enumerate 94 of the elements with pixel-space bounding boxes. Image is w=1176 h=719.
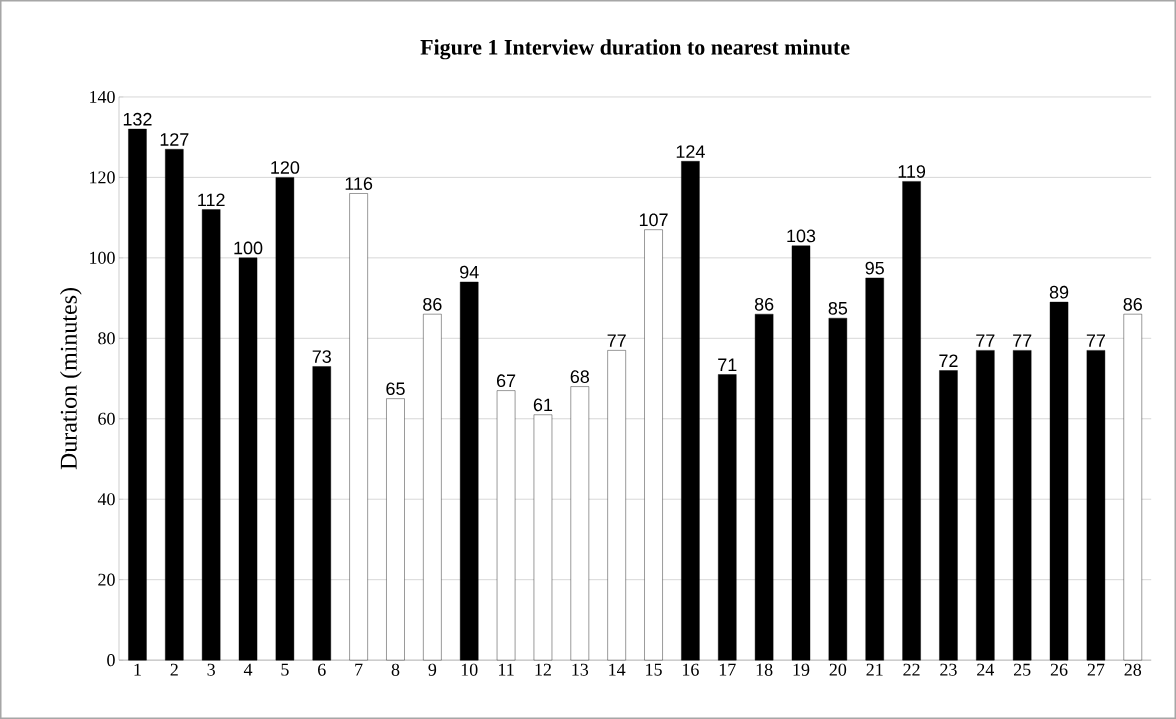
bar bbox=[976, 350, 995, 661]
x-tick-label: 22 bbox=[903, 663, 920, 676]
bar bbox=[238, 257, 258, 661]
x-tick-label: 17 bbox=[719, 663, 736, 676]
x-tick-label: 15 bbox=[646, 663, 662, 676]
bar bbox=[201, 209, 221, 661]
x-tick-label: 7 bbox=[355, 663, 363, 676]
bar bbox=[644, 229, 663, 661]
y-tick-label: 140 bbox=[90, 90, 115, 103]
x-tick-label: 20 bbox=[829, 663, 847, 676]
data-label: 68 bbox=[570, 370, 590, 384]
bar bbox=[1049, 301, 1069, 661]
x-tick-label: 9 bbox=[428, 663, 437, 676]
x-tick-label: 6 bbox=[318, 663, 326, 676]
data-label: 95 bbox=[865, 261, 884, 275]
bar bbox=[681, 161, 700, 661]
data-label: 72 bbox=[939, 354, 958, 367]
x-tick-label: 19 bbox=[793, 663, 810, 676]
bar bbox=[570, 386, 590, 661]
data-label: 116 bbox=[345, 177, 373, 190]
bar bbox=[791, 245, 811, 661]
bar bbox=[533, 414, 553, 661]
data-label: 77 bbox=[976, 334, 995, 347]
data-label: 112 bbox=[198, 193, 225, 207]
bar bbox=[1123, 313, 1142, 661]
data-label: 86 bbox=[423, 297, 442, 311]
data-label: 61 bbox=[533, 398, 553, 412]
chart-title: Figure 1 Interview duration to nearest minute bbox=[420, 39, 850, 60]
x-tick-label: 1 bbox=[134, 663, 141, 676]
x-tick-label: 14 bbox=[609, 663, 626, 676]
bar bbox=[275, 177, 295, 661]
data-label: 77 bbox=[607, 334, 626, 347]
bar bbox=[423, 313, 442, 661]
x-tick-label: 5 bbox=[281, 663, 289, 676]
data-label: 127 bbox=[160, 133, 189, 146]
x-tick-label: 16 bbox=[683, 663, 699, 676]
data-label: 65 bbox=[386, 382, 405, 396]
y-tick-label: 40 bbox=[97, 493, 115, 506]
bar bbox=[349, 193, 368, 661]
x-tick-label: 10 bbox=[461, 663, 478, 676]
y-tick-label: 20 bbox=[98, 573, 115, 586]
bar bbox=[865, 277, 884, 661]
data-label: 71 bbox=[718, 358, 737, 371]
x-tick-label: 3 bbox=[207, 663, 215, 676]
y-tick-label: 80 bbox=[98, 332, 115, 345]
data-label: 124 bbox=[676, 145, 705, 158]
x-tick-label: 13 bbox=[572, 663, 589, 676]
x-tick-label: 23 bbox=[940, 663, 957, 676]
x-tick-label: 21 bbox=[866, 663, 883, 676]
x-tick-label: 11 bbox=[499, 663, 514, 676]
data-label: 73 bbox=[312, 350, 331, 363]
x-tick-label: 2 bbox=[170, 663, 178, 676]
x-tick-label: 28 bbox=[1124, 663, 1142, 676]
x-tick-label: 12 bbox=[535, 663, 551, 676]
y-tick-label: 0 bbox=[107, 654, 115, 667]
bar bbox=[496, 390, 516, 661]
bar bbox=[165, 149, 184, 661]
bar bbox=[939, 370, 958, 661]
data-label: 120 bbox=[271, 161, 300, 174]
data-label: 107 bbox=[639, 213, 668, 227]
bar bbox=[828, 317, 848, 661]
bar bbox=[386, 398, 405, 661]
data-label: 77 bbox=[1086, 334, 1105, 347]
data-label: 100 bbox=[234, 241, 263, 255]
x-tick-label: 4 bbox=[243, 663, 253, 676]
y-tick-label: 120 bbox=[90, 171, 115, 184]
data-label: 86 bbox=[1123, 297, 1142, 311]
data-label: 103 bbox=[787, 229, 816, 243]
data-label: 132 bbox=[123, 112, 152, 126]
y-tick-label: 60 bbox=[98, 412, 115, 425]
bar bbox=[607, 350, 626, 661]
data-label: 89 bbox=[1049, 285, 1069, 299]
data-label: 85 bbox=[828, 301, 848, 315]
data-label: 67 bbox=[497, 374, 516, 388]
y-tick-label: 100 bbox=[90, 251, 115, 264]
x-tick-label: 24 bbox=[977, 663, 995, 676]
data-label: 86 bbox=[754, 297, 774, 311]
data-label: 77 bbox=[1013, 334, 1032, 347]
data-label: 94 bbox=[460, 265, 479, 279]
bar bbox=[312, 366, 331, 661]
x-tick-label: 8 bbox=[391, 663, 400, 676]
bar bbox=[1086, 350, 1106, 661]
x-tick-label: 27 bbox=[1087, 663, 1105, 676]
bar bbox=[902, 181, 921, 661]
x-tick-label: 18 bbox=[756, 663, 773, 676]
bar bbox=[754, 313, 774, 661]
bar bbox=[128, 128, 147, 661]
data-label: 119 bbox=[898, 165, 926, 178]
x-tick-label: 25 bbox=[1013, 663, 1031, 676]
y-axis-title: Duration (minutes) bbox=[59, 288, 82, 470]
bar bbox=[1012, 350, 1032, 661]
x-tick-label: 26 bbox=[1050, 663, 1068, 676]
bar bbox=[460, 281, 479, 661]
bar bbox=[718, 374, 737, 661]
